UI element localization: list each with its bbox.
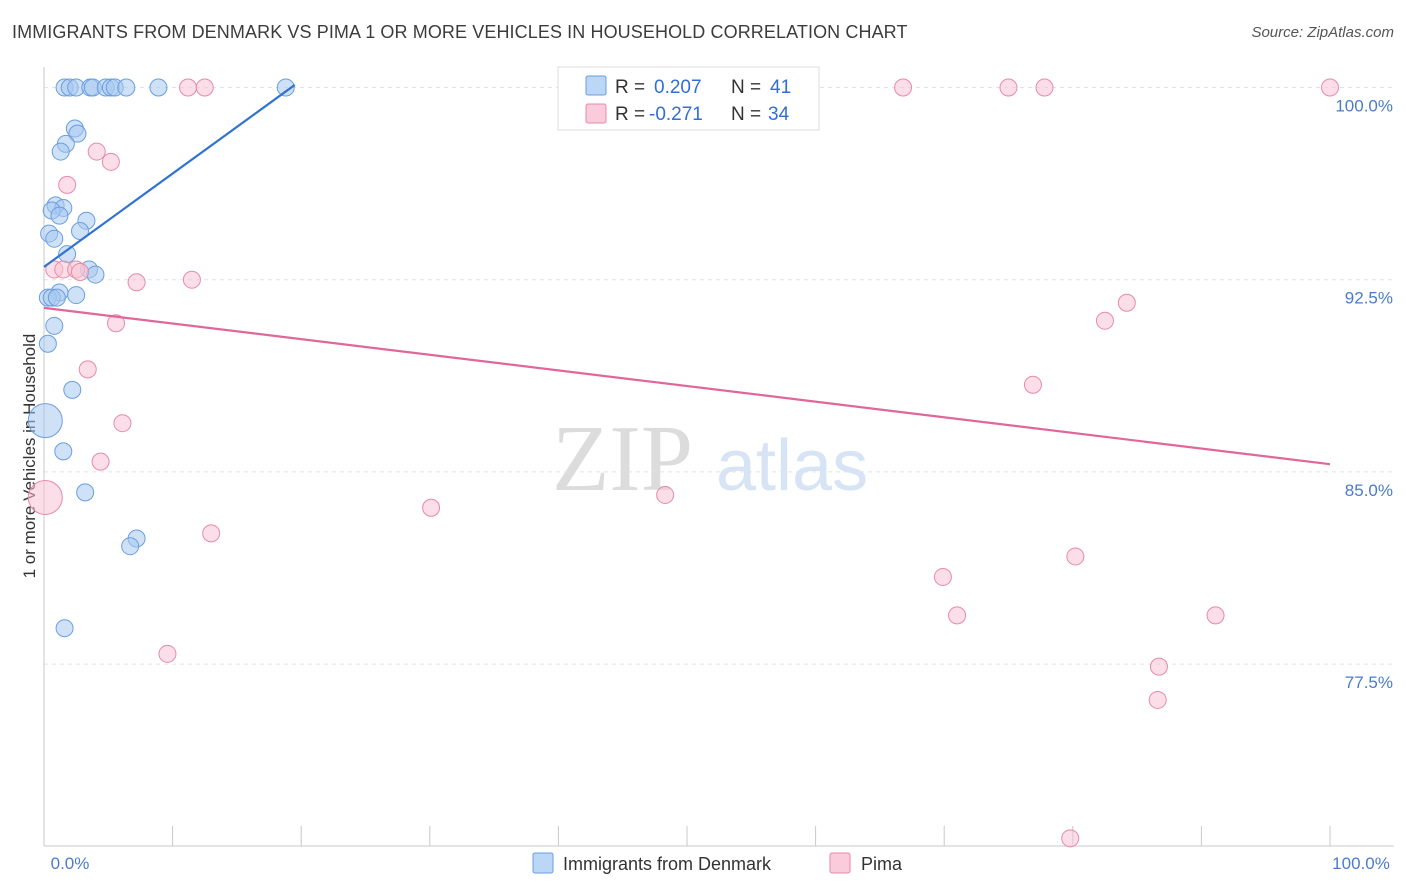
point-denmark-39 xyxy=(55,619,74,638)
point-denmark-25 xyxy=(86,265,105,284)
point-pima-17 xyxy=(107,314,126,333)
point-pima-27 xyxy=(933,567,952,586)
y-tick-label-2: 85.0% xyxy=(1345,481,1393,500)
point-pima-2 xyxy=(894,78,913,97)
chart-source: Source: ZipAtlas.com xyxy=(1251,24,1394,41)
legend-swatch-pima xyxy=(585,103,607,124)
bottom-legend-label-pima: Pima xyxy=(861,854,903,874)
legend-n-label-pima: N = xyxy=(731,104,761,125)
point-pima-33 xyxy=(1061,829,1080,848)
legend-r-value-pima: -0.271 xyxy=(649,104,703,125)
point-pima-20 xyxy=(113,414,132,433)
point-denmark-9 xyxy=(149,78,168,97)
point-denmark-12 xyxy=(68,124,87,143)
point-denmark-34 xyxy=(27,403,63,439)
point-pima-19 xyxy=(1023,375,1042,394)
legend-n-value-denmark: 41 xyxy=(770,77,791,98)
point-pima-1 xyxy=(195,78,214,97)
point-pima-5 xyxy=(1321,78,1339,97)
x-tick-label-max: 100.0% xyxy=(1332,854,1390,873)
legend-r-value-denmark: 0.207 xyxy=(654,77,702,98)
point-denmark-35 xyxy=(54,442,73,461)
grid-lines xyxy=(44,87,1394,665)
y-tick-label-3: 77.5% xyxy=(1345,673,1393,692)
point-denmark-36 xyxy=(76,483,95,502)
point-pima-31 xyxy=(1149,657,1168,676)
point-denmark-8 xyxy=(117,78,136,97)
y-tick-label-0: 100.0% xyxy=(1335,97,1393,116)
point-denmark-27 xyxy=(67,286,86,305)
legend-box: R = 0.207 N = 41 R = -0.271 N = 34 xyxy=(557,66,820,131)
point-denmark-38 xyxy=(121,537,140,556)
point-pima-8 xyxy=(58,175,77,194)
x-tick-label-min: 0.0% xyxy=(51,854,90,873)
point-pima-15 xyxy=(1117,293,1136,312)
point-pima-12 xyxy=(71,263,90,281)
trend-line-pima xyxy=(43,306,1331,466)
point-pima-16 xyxy=(1095,311,1114,330)
point-denmark-32 xyxy=(38,334,57,353)
y-axis-label: 1 or more Vehicles in Household xyxy=(20,334,39,579)
point-denmark-33 xyxy=(63,380,82,399)
bottom-legend-swatch-denmark xyxy=(532,852,554,874)
point-denmark-10 xyxy=(276,78,295,97)
point-pima-21 xyxy=(91,452,110,471)
axes xyxy=(43,67,1394,847)
point-denmark-18 xyxy=(50,206,69,225)
watermark: ZIP atlas xyxy=(552,407,868,511)
legend-n-label-denmark: N = xyxy=(731,77,761,98)
point-pima-7 xyxy=(101,152,120,171)
point-denmark-30 xyxy=(47,288,66,307)
legend-r-label-denmark: R = xyxy=(615,77,645,98)
point-pima-0 xyxy=(179,78,198,97)
point-pima-32 xyxy=(1148,690,1167,709)
point-pima-30 xyxy=(158,644,177,663)
data-points xyxy=(27,78,1339,848)
watermark-atlas: atlas xyxy=(716,426,868,506)
point-pima-3 xyxy=(999,78,1018,97)
point-denmark-22 xyxy=(45,229,64,248)
bottom-legend: Immigrants from Denmark Pima xyxy=(532,852,903,874)
bottom-legend-label-denmark: Immigrants from Denmark xyxy=(563,854,772,874)
point-pima-23 xyxy=(656,485,675,504)
point-pima-22 xyxy=(27,480,63,515)
legend-swatch-denmark xyxy=(585,75,607,96)
point-pima-25 xyxy=(202,524,221,543)
point-pima-4 xyxy=(1035,78,1054,97)
point-pima-6 xyxy=(87,142,106,161)
legend-r-label-pima: R = xyxy=(615,104,645,125)
point-pima-14 xyxy=(182,270,201,289)
point-denmark-31 xyxy=(45,316,64,335)
point-pima-28 xyxy=(948,606,967,625)
chart-title: IMMIGRANTS FROM DENMARK VS PIMA 1 OR MOR… xyxy=(12,22,908,42)
trend-lines xyxy=(43,84,1331,466)
point-pima-29 xyxy=(1206,606,1225,625)
y-tick-label-1: 92.5% xyxy=(1345,289,1393,308)
point-pima-18 xyxy=(78,360,97,379)
bottom-legend-swatch-pima xyxy=(829,852,851,874)
point-pima-13 xyxy=(127,273,146,292)
legend-n-value-pima: 34 xyxy=(768,104,790,125)
y-tick-labels: 100.0% 92.5% 85.0% 77.5% xyxy=(1335,97,1393,693)
point-pima-26 xyxy=(1066,547,1085,566)
trend-line-denmark xyxy=(43,84,296,268)
point-denmark-14 xyxy=(51,142,70,161)
x-ticks xyxy=(43,826,1331,846)
point-pima-24 xyxy=(422,498,441,517)
